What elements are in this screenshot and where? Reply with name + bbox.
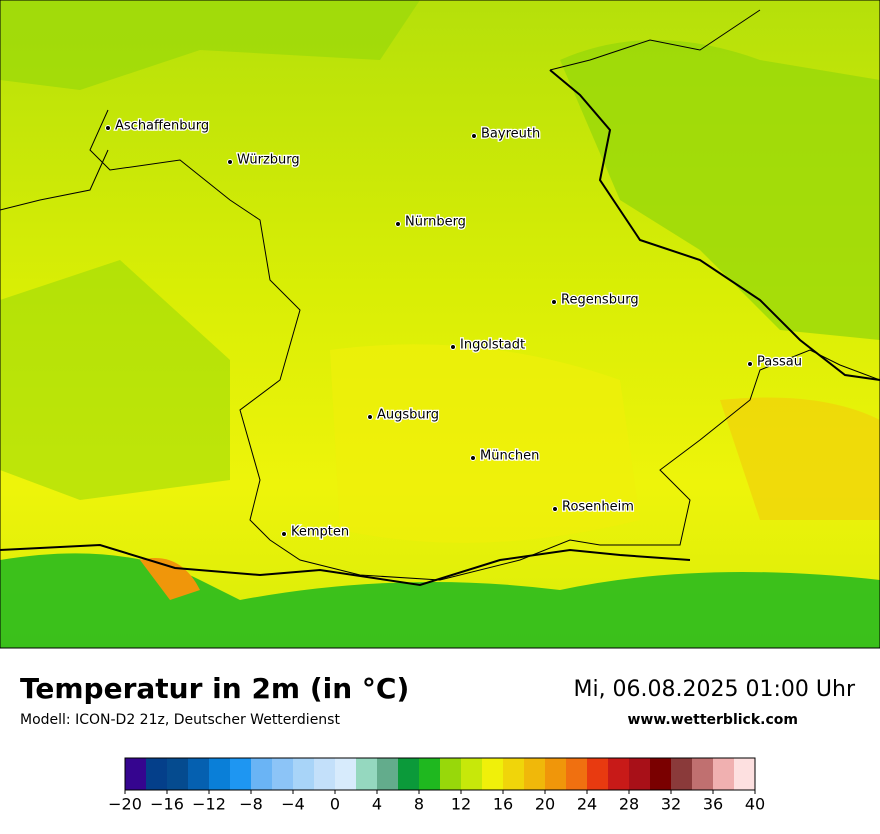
city-dot — [281, 531, 287, 537]
colorbar-tick-label: 16 — [493, 795, 513, 814]
colorbar-segment — [482, 758, 504, 790]
city-label: Passau — [757, 355, 802, 370]
colorbar-segment — [545, 758, 567, 790]
colorbar-segment — [587, 758, 609, 790]
map-region — [140, 558, 200, 600]
map-region — [0, 0, 420, 90]
website: www.wetterblick.com — [628, 712, 799, 728]
city-label: Rosenheim — [562, 500, 634, 515]
date: Mi, 06.08.2025 01:00 Uhr — [573, 677, 855, 702]
colorbar-segment — [524, 758, 546, 790]
colorbar-segment — [209, 758, 231, 790]
city-label: Würzburg — [237, 153, 300, 168]
colorbar-tick-label: 40 — [745, 795, 765, 814]
colorbar-segment — [167, 758, 189, 790]
colorbar-segment — [461, 758, 483, 790]
colorbar-segment — [503, 758, 525, 790]
map-area — [0, 0, 880, 649]
city-label: München — [480, 449, 539, 464]
colorbar-segment — [734, 758, 756, 790]
border-line — [549, 9, 761, 71]
map-region — [560, 40, 880, 340]
colorbar-segment — [272, 758, 294, 790]
city-label: Bayreuth — [481, 127, 540, 142]
colorbar-segment — [314, 758, 336, 790]
colorbar-segment — [713, 758, 735, 790]
border-line — [89, 109, 880, 581]
cities: Aschaffenburg Würzburg Bayreuth Nürnberg Reg… — [105, 117, 803, 541]
city-label: Regensburg — [561, 293, 639, 308]
city-dot — [747, 361, 753, 367]
city-dot — [450, 344, 456, 350]
colorbar-segment — [251, 758, 273, 790]
city-dot — [552, 506, 558, 512]
city-label: Augsburg — [377, 408, 439, 423]
colorbar-segment — [398, 758, 420, 790]
border-line — [0, 543, 691, 587]
city-dot — [367, 414, 373, 420]
colorbar-tick-label: −20 — [108, 795, 142, 814]
colorbar-segment — [629, 758, 651, 790]
colorbar-tick-label: −12 — [192, 795, 226, 814]
title: Temperatur in 2m (in °C) — [20, 672, 409, 705]
colorbar-tick-label: −16 — [150, 795, 184, 814]
city-label: Nürnberg — [405, 215, 466, 230]
colorbar-tick-label: 12 — [451, 795, 471, 814]
colorbar-segment — [230, 758, 252, 790]
colorbar-segment — [608, 758, 630, 790]
colorbar-frame — [124, 757, 756, 791]
colorbar-segment — [293, 758, 315, 790]
city-dot — [551, 299, 557, 305]
colorbar-segment — [146, 758, 168, 790]
colorbar-segment — [440, 758, 462, 790]
city-label: Ingolstadt — [460, 338, 525, 353]
map-region — [720, 397, 880, 520]
colorbar-tick-label: −4 — [281, 795, 305, 814]
colorbar-segment — [566, 758, 588, 790]
colorbar-tick-label: 4 — [372, 795, 382, 814]
map-region — [0, 553, 880, 648]
border-line — [549, 69, 880, 381]
colorbar-segment — [125, 758, 147, 790]
colorbar-tick-label: 32 — [661, 795, 681, 814]
city-label: Kempten — [291, 525, 349, 540]
city-dot — [470, 455, 476, 461]
border-line — [0, 149, 109, 211]
colorbar-tick-label: 20 — [535, 795, 555, 814]
colorbar-segment — [692, 758, 714, 790]
colorbar-segment — [377, 758, 399, 790]
colorbar-tick-label: −8 — [239, 795, 263, 814]
colorbar-tick-label: 0 — [330, 795, 340, 814]
colorbar-segment — [188, 758, 210, 790]
colorbar-segment — [650, 758, 672, 790]
colorbar: −20 −16 −12 −8 −4 0 4 8 12 16 20 24 28 32 36 40 — [108, 757, 765, 814]
map-region — [0, 260, 230, 500]
city-dot — [395, 221, 401, 227]
colorbar-segment — [419, 758, 441, 790]
subtitle: Modell: ICON-D2 21z, Deutscher Wetterdie… — [20, 712, 340, 728]
city-dot — [471, 133, 477, 139]
map-frame — [0, 0, 880, 649]
colorbar-tick-label: 36 — [703, 795, 723, 814]
colorbar-segment — [335, 758, 357, 790]
colorbar-tick-label: 8 — [414, 795, 424, 814]
colorbar-segment — [356, 758, 378, 790]
city-dot — [105, 125, 111, 131]
map-region — [330, 344, 640, 543]
colorbar-tick-label: 24 — [577, 795, 597, 814]
colorbar-segment — [671, 758, 693, 790]
colorbar-tick-label: 28 — [619, 795, 639, 814]
city-dot — [227, 159, 233, 165]
city-label: Aschaffenburg — [115, 119, 209, 134]
